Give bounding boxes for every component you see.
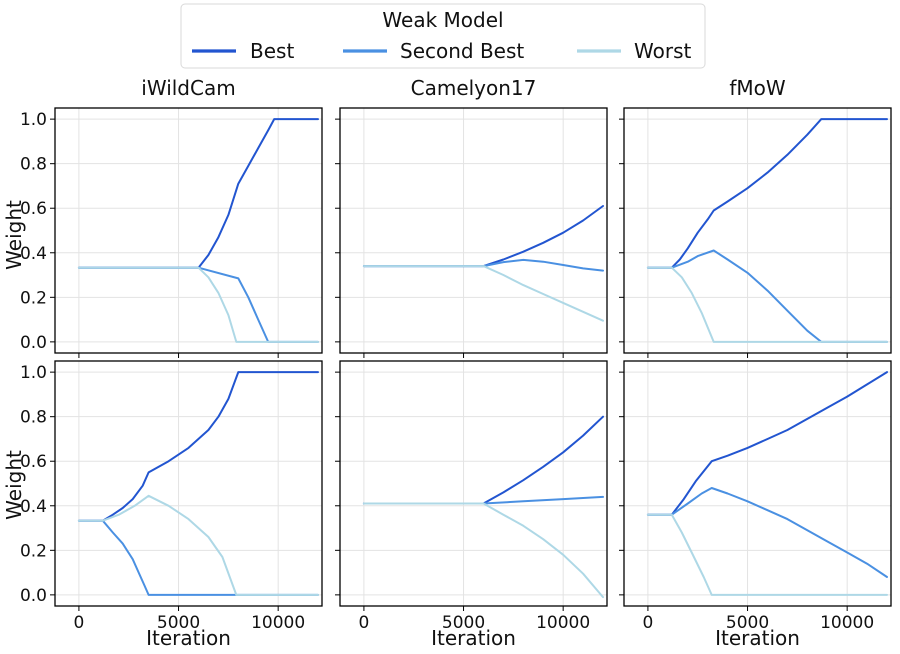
series-line-second-best	[646, 487, 888, 578]
panel-iwildcam-row2: 0.0 0.2 0.4 0.6 0.8 1.0 0 5000 10000	[20, 360, 323, 633]
column-title-iwildcam: iWildCam	[141, 76, 235, 100]
panel-frame	[339, 360, 608, 607]
panel-camelyon17-row2: 0 5000 10000	[335, 360, 608, 633]
series-line-worst	[362, 502, 604, 599]
series-line-best	[362, 205, 604, 268]
panel-frame	[54, 107, 323, 354]
x-axis-label-1: Iteration	[146, 626, 231, 650]
y-tick-label: 0.6	[20, 452, 47, 472]
x-tick-label: 0	[73, 613, 84, 633]
y-axis-label-bottom: Weight	[2, 450, 26, 520]
column-title-camelyon17: Camelyon17	[411, 76, 537, 100]
series-line-worst	[77, 494, 319, 596]
x-axis-label-3: Iteration	[715, 626, 800, 650]
series-line-worst	[646, 266, 888, 343]
series-line-worst	[362, 265, 604, 322]
x-tick-label: 0	[642, 613, 653, 633]
x-tick-label: 10000	[536, 613, 590, 633]
series-line-second-best	[77, 266, 319, 343]
panel-iwildcam-row1: 0.0 0.2 0.4 0.6 0.8 1.0	[20, 107, 323, 358]
column-title-fmow: fMoW	[729, 76, 786, 100]
y-tick-label: 0.2	[20, 288, 47, 308]
series-line-second-best	[362, 258, 604, 272]
y-tick-label: 0.0	[20, 586, 47, 606]
y-tick-label: 0.4	[20, 244, 47, 264]
series-line-best	[362, 415, 604, 505]
x-tick-label: 0	[358, 613, 369, 633]
series-line-worst	[77, 266, 319, 343]
y-tick-label: 0.0	[20, 333, 47, 353]
legend-box	[180, 3, 706, 69]
series-line-best	[646, 118, 888, 269]
panel-frame	[339, 107, 608, 354]
y-tick-label: 1.0	[20, 363, 47, 383]
panel-frame	[623, 360, 892, 607]
x-tick-label: 10000	[820, 613, 874, 633]
panel-camelyon17-row1	[335, 107, 608, 358]
legend-label-second-best: Second Best	[400, 39, 524, 63]
series-line-best	[77, 118, 319, 269]
series-line-worst	[646, 513, 888, 596]
x-tick-label: 10000	[251, 613, 305, 633]
legend: Weak Model Best Second Best Worst	[180, 3, 706, 69]
x-tick-label: 5000	[726, 613, 769, 633]
x-tick-label: 5000	[442, 613, 485, 633]
y-tick-label: 0.6	[20, 199, 47, 219]
legend-title: Weak Model	[382, 8, 503, 32]
y-axis-label-top: Weight	[2, 200, 26, 270]
panel-fmow-row2: 0 5000 10000	[619, 360, 892, 633]
series-line-best	[77, 371, 319, 522]
x-tick-label: 5000	[157, 613, 200, 633]
y-tick-label: 0.2	[20, 541, 47, 561]
y-tick-label: 0.8	[20, 408, 47, 428]
series-line-second-best	[646, 249, 888, 343]
panel-frame	[54, 360, 323, 607]
series-line-second-best	[77, 519, 319, 596]
y-tick-label: 1.0	[20, 110, 47, 130]
y-tick-label: 0.8	[20, 155, 47, 175]
panel-frame	[623, 107, 892, 354]
legend-label-worst: Worst	[634, 39, 691, 63]
series-line-best	[646, 371, 888, 516]
legend-label-best: Best	[250, 39, 294, 63]
x-axis-label-2: Iteration	[431, 626, 516, 650]
panel-fmow-row1	[619, 107, 892, 358]
y-tick-label: 0.4	[20, 497, 47, 517]
